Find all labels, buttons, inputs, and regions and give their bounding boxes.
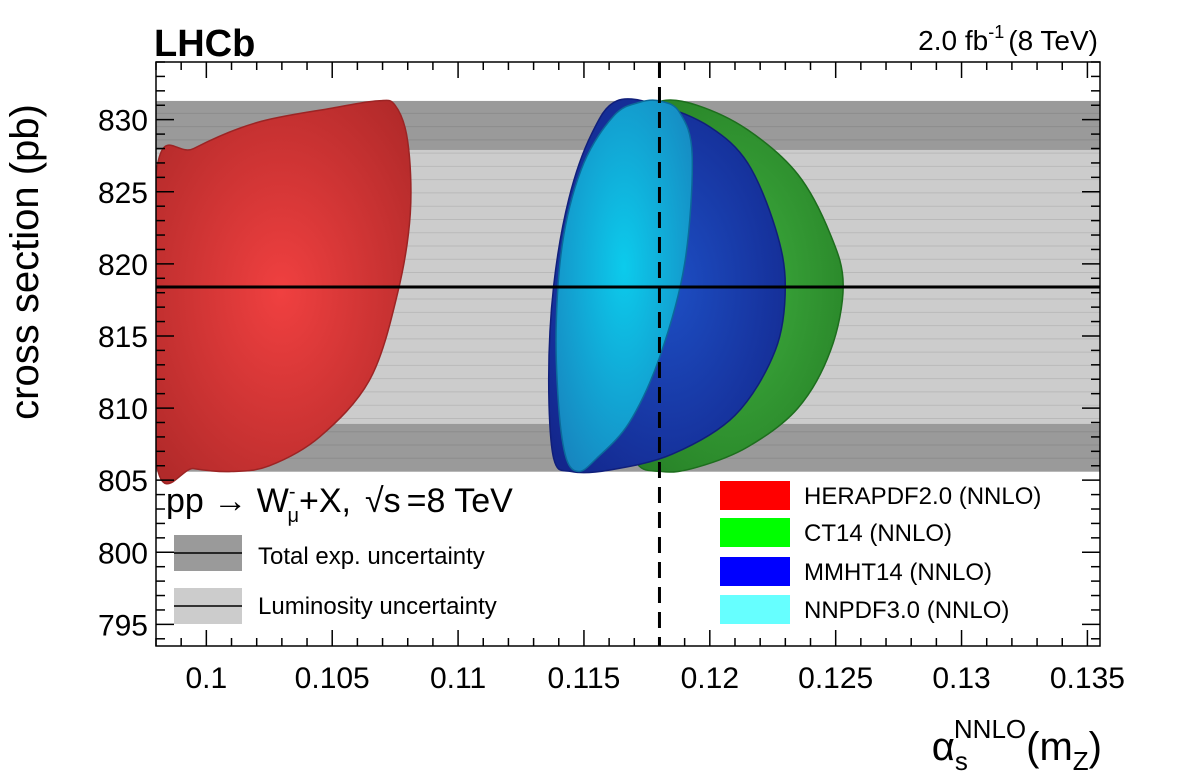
- alpha-symbol: α: [932, 725, 955, 769]
- luminosity-exponent: -1: [988, 22, 1004, 42]
- y-tick-label: 825: [98, 177, 148, 210]
- x-tick-label: 0.1: [185, 662, 227, 695]
- luminosity-value: 2.0 fb: [918, 25, 988, 56]
- legend-bands: Total exp. uncertainty Luminosity uncert…: [174, 535, 497, 624]
- plot-frame: [155, 61, 1101, 647]
- y-tick-label: 805: [98, 465, 148, 498]
- mass-subscript: Z: [1073, 746, 1089, 772]
- legend-label-herapdf: HERAPDF2.0 (NNLO): [804, 483, 1041, 510]
- x-tick-label: 0.13: [932, 662, 990, 695]
- experiment-label: LHCb: [154, 23, 255, 65]
- alpha-subscript: s: [955, 746, 968, 772]
- x-tick-label: 0.135: [1050, 662, 1125, 695]
- y-tick-labels: 795 800 805 810 815 820 825 830: [98, 105, 148, 643]
- legend-label-total-exp: Total exp. uncertainty: [258, 543, 485, 570]
- w-superscript: -: [289, 481, 296, 503]
- herapdf-contour: [156, 99, 412, 485]
- x-tick-label: 0.11: [430, 662, 486, 695]
- legend-label-mmht14: MMHT14 (NNLO): [804, 559, 992, 586]
- alpha-superscript: NNLO: [954, 714, 1026, 744]
- energy-label: (8 TeV): [1008, 25, 1098, 56]
- x-tick-label: 0.105: [295, 662, 370, 695]
- w-subscript: μ: [287, 505, 299, 527]
- luminosity-label: 2.0 fb-1 (8 TeV): [918, 22, 1098, 56]
- process-energy: =8 TeV: [407, 482, 514, 520]
- x-tick-labels: 0.1 0.105 0.11 0.115 0.12 0.125 0.13 0.135: [185, 662, 1124, 695]
- legend-swatch-nnpdf: [720, 595, 790, 624]
- y-tick-label: 820: [98, 249, 148, 282]
- legend-label-nnpdf: NNPDF3.0 (NNLO): [804, 597, 1009, 624]
- x-tick-label: 0.125: [798, 662, 873, 695]
- y-tick-label: 810: [98, 393, 148, 426]
- legend-swatch-herapdf: [720, 481, 790, 510]
- x-tick-label: 0.115: [548, 662, 621, 695]
- y-axis-title: cross section (pb): [3, 104, 47, 420]
- process-post: +X,: [299, 482, 351, 520]
- x-axis-title: αsNNLO(mZ): [932, 714, 1102, 772]
- y-tick-label: 815: [98, 321, 148, 354]
- process-label: pp → W-μ+X, √s =8 TeV: [166, 481, 513, 527]
- legend-swatch-ct14: [720, 518, 790, 547]
- mass-open: (m: [1026, 725, 1073, 769]
- x-tick-label: 0.12: [681, 662, 739, 695]
- process-pre: pp → W: [166, 482, 289, 520]
- mass-close: ): [1089, 725, 1102, 769]
- plot-area: [156, 62, 1100, 646]
- y-tick-label: 800: [98, 537, 148, 570]
- legend-pdfs: HERAPDF2.0 (NNLO) CT14 (NNLO) MMHT14 (NN…: [720, 481, 1041, 624]
- y-tick-label: 795: [98, 609, 148, 642]
- legend-swatch-mmht14: [720, 557, 790, 586]
- legend-label-luminosity: Luminosity uncertainty: [258, 593, 497, 620]
- axis-ticks: [155, 61, 1100, 646]
- y-tick-label: 830: [98, 105, 148, 138]
- legend-label-ct14: CT14 (NNLO): [804, 520, 952, 547]
- sqrt-s: √s: [365, 482, 401, 520]
